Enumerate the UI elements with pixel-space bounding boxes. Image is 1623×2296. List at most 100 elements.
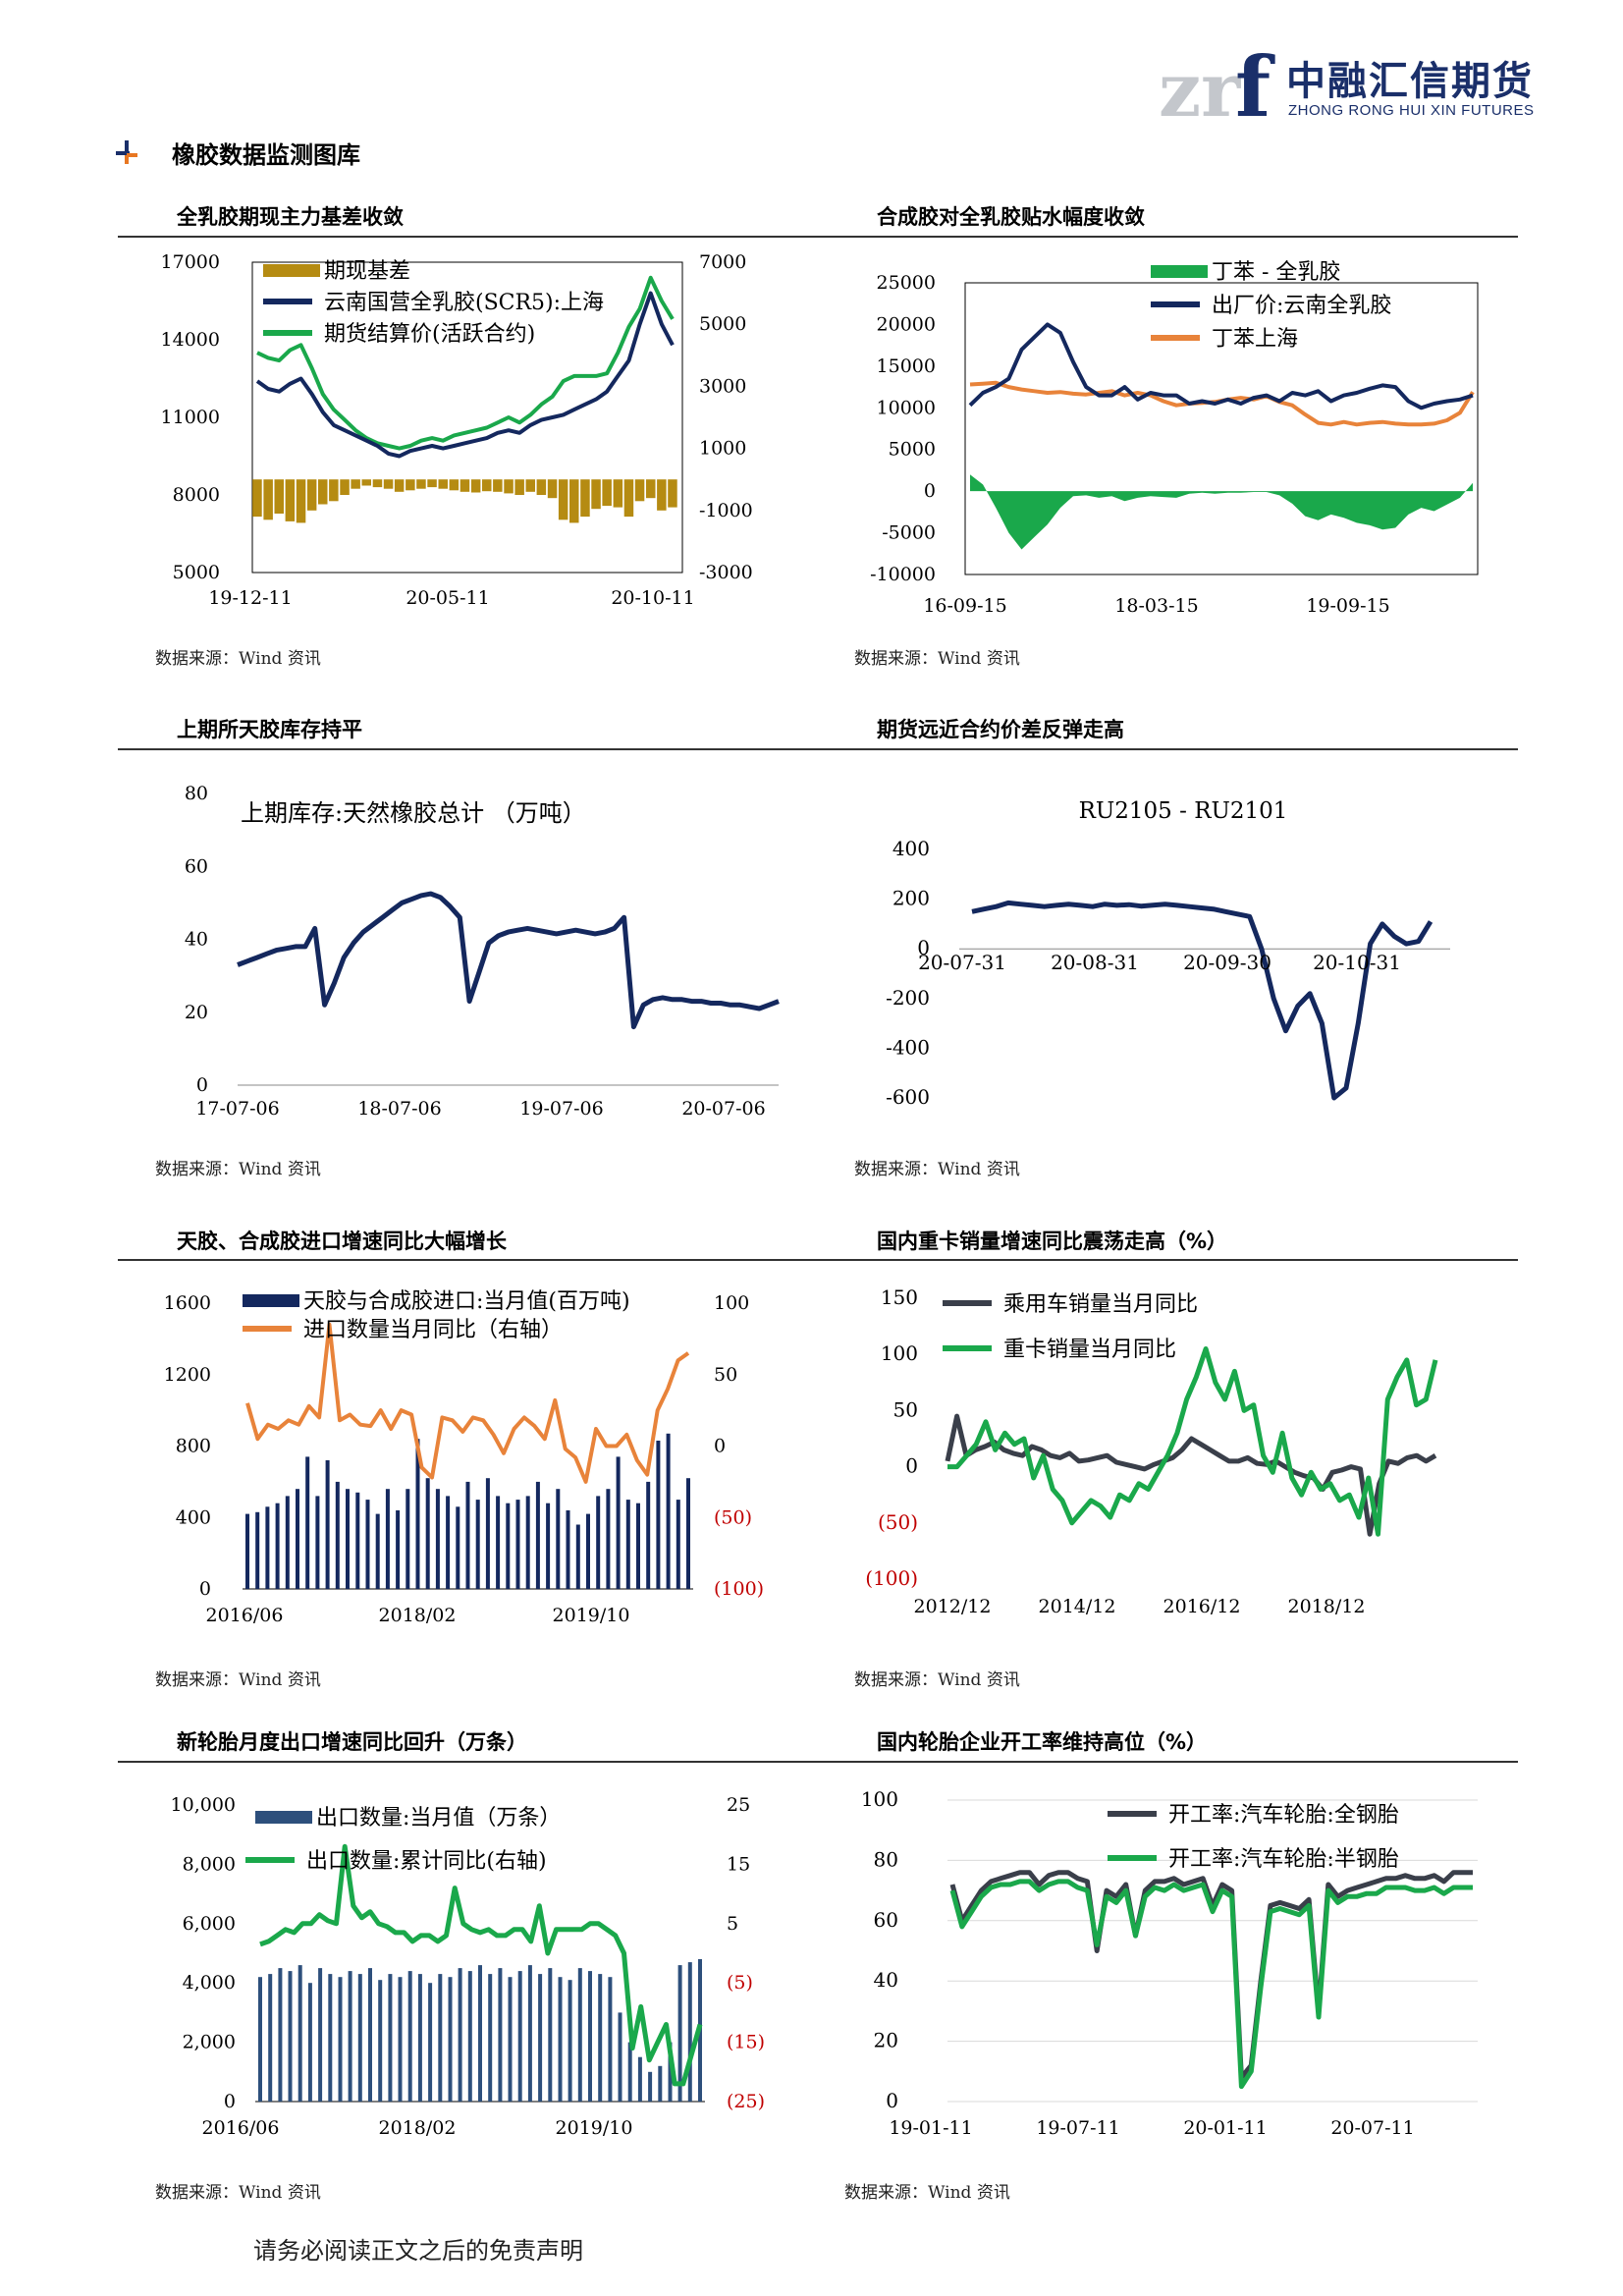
basis-bar bbox=[569, 479, 579, 523]
export-bar bbox=[648, 2071, 653, 2102]
panel-title-3: 上期所天胶库存持平 bbox=[177, 718, 362, 741]
yunnan-factory-line bbox=[968, 322, 1474, 410]
basis-bar bbox=[296, 479, 306, 523]
right-tick-label: 50 bbox=[714, 1364, 737, 1386]
left-tick-label: 5000 bbox=[889, 439, 936, 461]
left-tick-label: 50 bbox=[893, 1397, 918, 1421]
import-bar bbox=[566, 1510, 570, 1589]
left-tick-label: (50) bbox=[878, 1510, 918, 1534]
x-tick-label: 20-08-31 bbox=[1051, 951, 1139, 974]
source-note-1: 数据来源：Wind 资讯 bbox=[155, 649, 321, 669]
export-bar bbox=[538, 1974, 543, 2102]
legend-exports-swatch bbox=[255, 1811, 312, 1824]
left-tick-label: 2,000 bbox=[183, 2032, 236, 2053]
chart-basis: 17000 14000 11000 8000 5000 7000 5000 3000 1000 -… bbox=[161, 251, 753, 609]
import-bar bbox=[285, 1496, 290, 1589]
export-bar bbox=[548, 1968, 553, 2102]
panel-rule bbox=[118, 1761, 1518, 1763]
chart-spread: 400 200 0 -200 -400 -600 20-07-31 20-08-31 20-09… bbox=[886, 798, 1450, 1109]
export-bar bbox=[677, 1965, 682, 2102]
import-bar bbox=[335, 1481, 340, 1589]
basis-bar bbox=[547, 479, 558, 499]
x-tick-label: 20-10-11 bbox=[611, 587, 694, 609]
left-tick-label: 17000 bbox=[161, 251, 220, 273]
basis-bar bbox=[591, 479, 601, 510]
basis-bar bbox=[460, 479, 470, 492]
passenger-car-line bbox=[945, 1413, 1437, 1537]
basis-bar bbox=[252, 479, 262, 518]
x-tick-label: 18-03-15 bbox=[1114, 595, 1198, 617]
import-bar bbox=[346, 1489, 350, 1589]
chart-truck-sales: 150 100 50 0 (50) (100) 2012/12 2014/12 2016/12 2… bbox=[865, 1285, 1438, 1617]
x-tick-label: 19-09-15 bbox=[1306, 595, 1389, 617]
import-bar bbox=[475, 1500, 480, 1589]
panel-title-1: 全乳胶期现主力基差收敛 bbox=[177, 205, 404, 229]
x-tick-label: 20-07-31 bbox=[918, 951, 1006, 974]
basis-bar bbox=[329, 479, 339, 502]
x-tick-label: 2019/10 bbox=[556, 2117, 633, 2139]
right-tick-label: 25 bbox=[727, 1794, 750, 1816]
basis-bar bbox=[580, 479, 590, 518]
scr5-price-line bbox=[255, 291, 675, 459]
all-steel-line bbox=[949, 1870, 1473, 2080]
x-tick-label: 2018/02 bbox=[379, 1605, 457, 1626]
left-tick-label: 4,000 bbox=[183, 1972, 236, 1994]
x-tick-label: 19-07-06 bbox=[519, 1098, 603, 1120]
x-tick-label: 20-07-11 bbox=[1330, 2117, 1414, 2139]
import-bar bbox=[325, 1460, 330, 1589]
basis-bar bbox=[536, 479, 547, 495]
import-bar bbox=[636, 1503, 640, 1589]
chart-synthetic-discount: 25000 20000 15000 10000 5000 0 -5000 -10000 16-0… bbox=[870, 260, 1479, 617]
x-tick-label: 19-07-11 bbox=[1036, 2117, 1119, 2139]
import-bar bbox=[425, 1478, 430, 1589]
right-tick-label: (25) bbox=[727, 2091, 765, 2112]
left-tick-label: 100 bbox=[881, 1341, 918, 1365]
basis-bar bbox=[285, 479, 296, 521]
export-bar bbox=[568, 1980, 572, 2102]
chart-imports: 1600 1200 800 400 0 100 50 0 (50) (100) 2016/06 201… bbox=[164, 1289, 764, 1626]
legend-spread-swatch bbox=[1151, 265, 1208, 278]
basis-bar bbox=[602, 479, 612, 507]
import-bar bbox=[686, 1478, 690, 1589]
export-bar bbox=[398, 1977, 403, 2102]
left-tick-label: 20 bbox=[185, 1002, 208, 1023]
import-bar bbox=[575, 1524, 580, 1589]
import-bar bbox=[396, 1510, 401, 1589]
legend-import-yoy-label: 进口数量当月同比（右轴） bbox=[303, 1318, 563, 1342]
basis-bar bbox=[514, 479, 524, 495]
import-yoy-line bbox=[245, 1322, 690, 1484]
x-tick-label: 2018/12 bbox=[1288, 1596, 1366, 1617]
export-bar bbox=[448, 1977, 453, 2102]
company-name-en: ZHONG RONG HUI XIN FUTURES bbox=[1288, 102, 1535, 119]
left-tick-label: 10000 bbox=[877, 397, 936, 418]
export-bar bbox=[278, 1968, 283, 2102]
import-bar bbox=[676, 1500, 680, 1589]
export-bar bbox=[388, 1974, 393, 2102]
inventory-line bbox=[237, 891, 780, 1030]
basis-bar bbox=[306, 479, 317, 511]
import-bar bbox=[606, 1489, 611, 1589]
plot-frame bbox=[251, 261, 683, 574]
panel-title-4: 期货远近合约价差反弹走高 bbox=[877, 718, 1124, 741]
left-tick-label: -600 bbox=[886, 1085, 930, 1109]
legend-semi-steel-label: 开工率:汽车轮胎:半钢胎 bbox=[1168, 1847, 1399, 1872]
basis-bar bbox=[668, 479, 677, 508]
import-bar bbox=[485, 1478, 490, 1589]
export-bar bbox=[508, 1977, 513, 2102]
basis-bar bbox=[657, 479, 667, 511]
semi-steel-line bbox=[949, 1879, 1473, 2090]
basis-bar bbox=[504, 479, 514, 494]
right-tick-label: (100) bbox=[714, 1578, 764, 1600]
panel-title-2: 合成胶对全乳胶贴水幅度收敛 bbox=[877, 205, 1145, 229]
basis-bar bbox=[394, 479, 405, 492]
export-bar bbox=[417, 1974, 422, 2102]
import-bar bbox=[515, 1500, 520, 1589]
import-bar bbox=[415, 1439, 420, 1589]
import-bar bbox=[275, 1503, 280, 1589]
export-bar bbox=[438, 1974, 443, 2102]
chart-inline-title: 上期库存:天然橡胶总计 （万吨） bbox=[241, 799, 586, 827]
company-name: 中融汇信期货 bbox=[1286, 59, 1534, 104]
export-bar bbox=[268, 1974, 273, 2102]
export-bar bbox=[298, 1965, 302, 2102]
disclaimer-footer: 请务必阅读正文之后的免责声明 bbox=[253, 2237, 583, 2265]
